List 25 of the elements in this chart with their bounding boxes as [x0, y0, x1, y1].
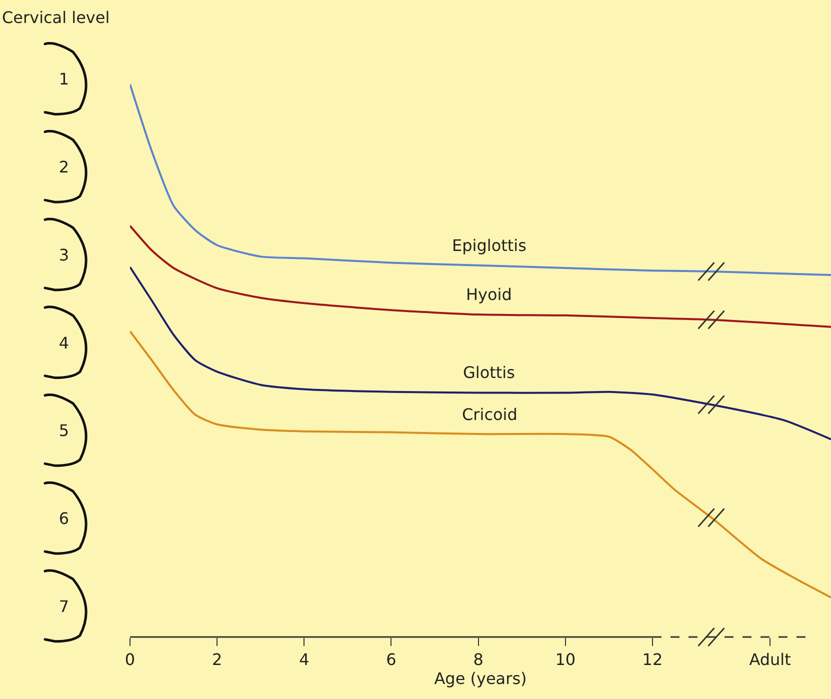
line-series — [130, 330, 831, 598]
x-tick-label: 8 — [473, 650, 484, 670]
series-label: Hyoid — [466, 285, 512, 304]
x-tick-label: Adult — [749, 650, 791, 670]
x-tick-label: 12 — [642, 650, 663, 670]
y-tick-label: 6 — [58, 508, 69, 528]
y-tick-label: 1 — [58, 70, 69, 89]
x-tick-label: 10 — [555, 650, 576, 670]
series-label: Cricoid — [462, 405, 518, 424]
line-series — [130, 224, 831, 328]
y-tick-label: 5 — [58, 421, 69, 440]
series-label: Glottis — [463, 363, 515, 382]
y-tick-label: 7 — [58, 596, 69, 616]
y-tick-label: 3 — [58, 245, 69, 264]
x-axis-title: Age (years) — [434, 669, 527, 688]
y-tick-label: 4 — [58, 333, 69, 352]
x-tick-label: 4 — [299, 650, 310, 670]
x-tick-label: 6 — [386, 650, 396, 670]
y-tick-label: 2 — [58, 158, 69, 177]
y-axis-title: Cervical level — [2, 8, 110, 27]
series-label: Epiglottis — [452, 236, 526, 255]
x-tick-label: 0 — [124, 650, 136, 670]
line-series — [130, 266, 831, 440]
x-tick-label: 2 — [212, 650, 222, 670]
line-series — [130, 83, 831, 276]
